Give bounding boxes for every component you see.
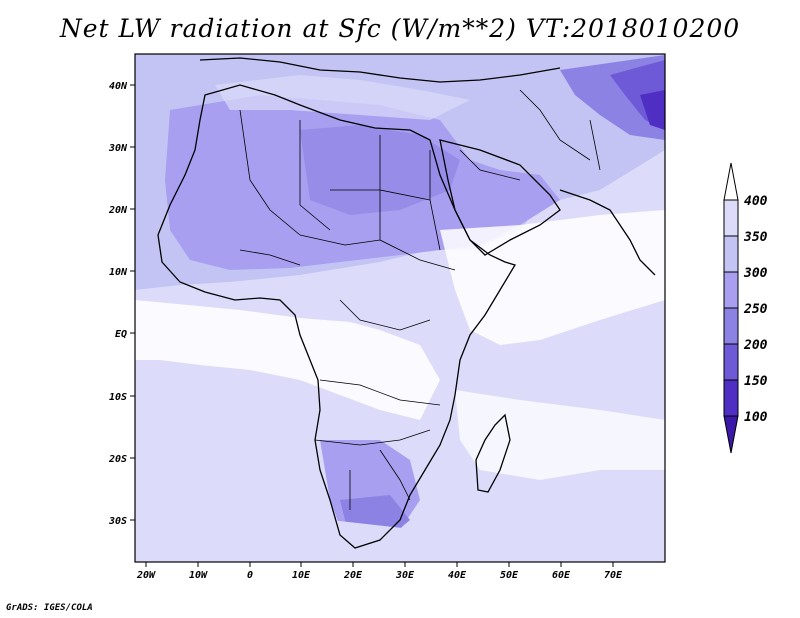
colorbar-label: 150 bbox=[744, 374, 768, 389]
colorbar: 400 350 300 250 200 150 100 bbox=[723, 162, 768, 454]
colorbar-segment bbox=[723, 199, 739, 237]
coastlines bbox=[157, 57, 656, 549]
colorbar-label: 250 bbox=[743, 302, 768, 317]
colorbar-segment bbox=[723, 271, 739, 309]
colorbar-top-triangle bbox=[723, 162, 739, 201]
lon-tick-label: 50E bbox=[500, 570, 519, 581]
colorbar-bottom-triangle bbox=[723, 415, 739, 454]
lon-tick-label: 30E bbox=[395, 570, 415, 581]
country-borders bbox=[239, 89, 601, 510]
lat-tick-label: 10S bbox=[109, 392, 127, 403]
colorbar-label: 300 bbox=[743, 266, 768, 281]
lat-tick-label: 10N bbox=[109, 267, 128, 278]
lat-labels: 40N 30N 20N 10N EQ 10S 20S 30S bbox=[108, 81, 128, 527]
lat-tick-label: EQ bbox=[115, 329, 127, 340]
radiation-field bbox=[135, 54, 665, 562]
colorbar-label: 350 bbox=[743, 230, 768, 245]
colorbar-label: 100 bbox=[744, 410, 768, 425]
plot-frame bbox=[134, 53, 666, 563]
lon-labels: 20W 10W 0 10E 20E 30E 40E 50E 60E 70E bbox=[136, 570, 623, 581]
lon-tick-label: 20W bbox=[136, 570, 156, 581]
axis-ticks bbox=[130, 84, 614, 567]
colorbar-label: 200 bbox=[743, 338, 768, 353]
colorbar-label: 400 bbox=[744, 194, 768, 209]
lon-tick-label: 20E bbox=[343, 570, 363, 581]
lon-tick-label: 10E bbox=[292, 570, 311, 581]
colorbar-segment bbox=[723, 307, 739, 345]
lat-tick-label: 30S bbox=[108, 516, 127, 527]
lon-tick-label: 60E bbox=[552, 570, 571, 581]
lat-tick-label: 20S bbox=[108, 454, 127, 465]
lon-tick-label: 10W bbox=[189, 570, 208, 581]
credit-text: GrADS: IGES/COLA bbox=[6, 603, 93, 613]
lat-tick-label: 20N bbox=[108, 205, 128, 216]
map-title: Net LW radiation at Sfc (W/m**2) VT:2018… bbox=[59, 14, 741, 43]
lon-tick-label: 40E bbox=[448, 570, 467, 581]
lat-tick-label: 30N bbox=[108, 143, 128, 154]
colorbar-segment bbox=[723, 235, 739, 273]
lat-tick-label: 40N bbox=[109, 81, 128, 92]
colorbar-segment bbox=[723, 379, 739, 417]
colorbar-segment bbox=[723, 343, 739, 381]
lon-tick-label: 70E bbox=[604, 570, 623, 581]
lon-tick-label: 0 bbox=[247, 570, 253, 581]
